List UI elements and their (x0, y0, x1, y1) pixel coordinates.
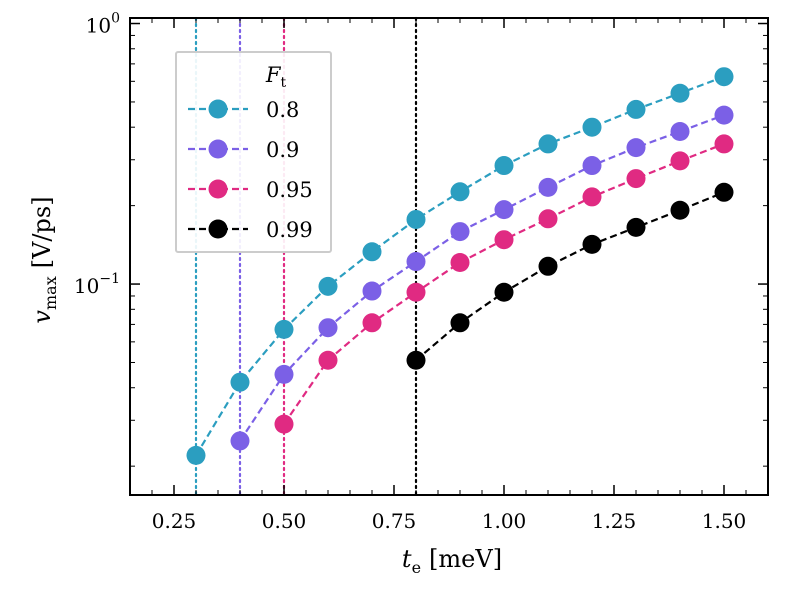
legend-marker-3 (208, 219, 228, 239)
data-point (670, 151, 690, 171)
data-point (318, 318, 338, 338)
data-point (670, 200, 690, 220)
data-point (626, 169, 646, 189)
legend-marker-2 (208, 179, 228, 199)
data-point (450, 182, 470, 202)
legend-marker-0 (208, 99, 228, 119)
legend-entry-3: 0.99 (266, 218, 313, 242)
data-point (714, 134, 734, 154)
legend: Ft 0.8 0.9 0.95 0.99 (175, 51, 332, 253)
x-tick-label: 0.75 (372, 509, 417, 533)
data-point (362, 281, 382, 301)
x-tick-label: 1.25 (592, 509, 637, 533)
data-point (318, 350, 338, 370)
data-point (582, 156, 602, 176)
data-point (406, 282, 426, 302)
data-point (230, 372, 250, 392)
data-point (494, 156, 514, 176)
data-point (582, 187, 602, 207)
legend-title: Ft (265, 63, 287, 91)
data-point (450, 313, 470, 333)
y-tick-label: 100 (86, 11, 120, 38)
data-point (670, 122, 690, 142)
data-point (318, 276, 338, 296)
x-tick-label: 0.25 (152, 509, 197, 533)
legend-entry-1: 0.9 (266, 138, 299, 162)
data-point (450, 252, 470, 272)
data-point (274, 414, 294, 434)
data-point (494, 282, 514, 302)
data-point (714, 182, 734, 202)
data-point (274, 364, 294, 384)
data-point (362, 313, 382, 333)
data-point (582, 117, 602, 137)
data-point (538, 177, 558, 197)
x-axis-label: te [meV] (402, 545, 502, 577)
data-point (494, 230, 514, 250)
legend-entry-2: 0.95 (266, 178, 313, 202)
data-point (626, 217, 646, 237)
y-tick-label: 10−1 (74, 271, 120, 298)
y-axis-label: vmax[V/ps] (28, 196, 60, 323)
data-point (714, 105, 734, 125)
data-point (714, 67, 734, 87)
axes-layer: 0.25 0.50 0.75 1.00 1.25 1.50 10−1 100 (74, 11, 769, 533)
data-point (230, 431, 250, 451)
data-point (186, 445, 206, 465)
legend-marker-1 (208, 139, 228, 159)
x-tick-label: 0.50 (262, 509, 307, 533)
data-point (406, 350, 426, 370)
data-point (406, 252, 426, 272)
data-point (450, 222, 470, 242)
data-point (538, 134, 558, 154)
series-layer (186, 67, 734, 465)
data-point (538, 256, 558, 276)
data-point (538, 209, 558, 229)
data-point (626, 99, 646, 119)
data-point (274, 319, 294, 339)
data-point (362, 242, 382, 262)
data-point (406, 209, 426, 229)
data-point (626, 138, 646, 158)
legend-entry-0: 0.8 (266, 98, 299, 122)
plot-frame (129, 17, 769, 496)
x-tick-label: 1.50 (702, 509, 747, 533)
data-point (582, 234, 602, 254)
x-tick-label: 1.00 (482, 509, 527, 533)
data-point (670, 83, 690, 103)
data-point (494, 200, 514, 220)
